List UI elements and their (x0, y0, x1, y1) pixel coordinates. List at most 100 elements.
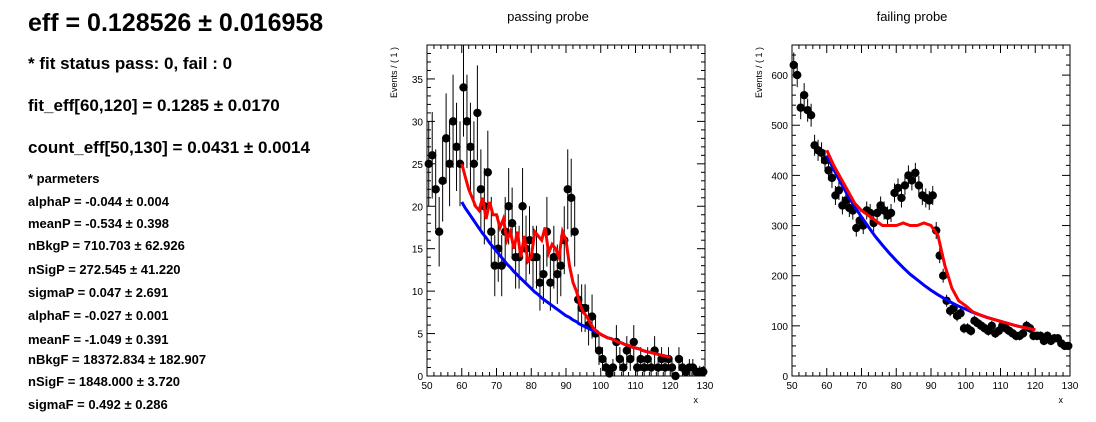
y-tick-label: 5 (417, 330, 423, 341)
data-point (928, 191, 937, 200)
x-tick-label: 60 (821, 381, 833, 392)
x-tick-label: 100 (957, 381, 974, 392)
x-tick-label: 60 (456, 381, 468, 392)
data-point (549, 252, 559, 262)
data-point (619, 363, 628, 372)
data-point (626, 354, 635, 364)
x-axis-label: x (1059, 395, 1064, 405)
data-point (667, 363, 677, 372)
x-tick-label: 100 (592, 381, 609, 392)
y-tick-label: 400 (771, 171, 788, 182)
data-point (490, 261, 499, 270)
data-point (570, 227, 579, 236)
y-tick-label: 100 (771, 322, 788, 333)
data-point (793, 70, 802, 80)
data-point (452, 142, 461, 152)
data-point (525, 236, 534, 245)
data-point (438, 176, 447, 185)
x-tick-label: 70 (491, 381, 503, 392)
x-tick-label: 70 (856, 381, 868, 392)
parameter-line: meanF = -1.049 ± 0.391 (28, 332, 169, 347)
data-point (448, 117, 458, 126)
y-axis-label: Events / ( 1 ) (754, 47, 764, 98)
parameter-line: alphaF = -0.027 ± 0.001 (28, 308, 169, 323)
parameter-line: sigmaF = 0.492 ± 0.286 (28, 397, 168, 412)
data-point (799, 90, 809, 100)
y-tick-label: 500 (771, 121, 788, 132)
data-point (507, 219, 517, 228)
x-tick-label: 110 (993, 381, 1009, 392)
x-tick-label: 90 (925, 381, 937, 392)
data-point (615, 354, 625, 364)
data-point (646, 363, 656, 372)
y-tick-label: 10 (412, 287, 424, 298)
data-point (428, 151, 437, 160)
data-point (639, 363, 649, 372)
x-tick-label: 110 (628, 381, 644, 392)
data-point (817, 148, 826, 158)
x-tick-label: 120 (662, 381, 679, 392)
efficiency-title: eff = 0.128526 ± 0.016958 (28, 9, 324, 37)
parameter-line: nSigF = 1848.000 ± 3.720 (28, 374, 181, 389)
data-point (539, 269, 548, 279)
data-point (497, 261, 506, 270)
data-point (466, 142, 475, 152)
y-tick-label: 25 (412, 160, 424, 171)
y-tick-label: 15 (412, 245, 424, 256)
data-point (441, 134, 451, 143)
plot-0: passing probe 50 60 70 80 90 100 110 120 130 x 0 5 10… (389, 9, 714, 405)
data-point (674, 354, 684, 364)
background-fit-curve (825, 154, 1036, 332)
data-point (911, 168, 920, 178)
data-point (567, 193, 576, 202)
data-point (633, 363, 642, 372)
data-point (636, 354, 645, 364)
data-point (462, 117, 472, 126)
parameter-line: nBkgF = 18372.834 ± 182.907 (28, 352, 207, 367)
data-point (598, 354, 607, 364)
plot-title: failing probe (877, 9, 948, 24)
y-axis-label: Events / ( 1 ) (389, 47, 399, 98)
data-point (504, 202, 513, 211)
data-point (987, 321, 997, 331)
data-point (532, 252, 541, 262)
data-point (900, 181, 910, 190)
parameter-line: meanP = -0.534 ± 0.398 (28, 216, 169, 231)
parameter-line: nBkgP = 710.703 ± 62.926 (28, 238, 185, 253)
data-point (956, 309, 965, 318)
data-point (518, 202, 527, 211)
data-point (476, 185, 486, 194)
fit-efficiency-line: fit_eff[60,120] = 0.1285 ± 0.0170 (28, 96, 280, 115)
parameter-line: sigmaP = 0.047 ± 2.691 (28, 285, 169, 300)
data-point (806, 111, 816, 120)
x-axis-label: x (694, 395, 699, 405)
data-point (629, 337, 638, 347)
data-point (789, 60, 798, 70)
data-point (907, 176, 917, 185)
data-point (824, 166, 833, 175)
fit-status-line: * fit status pass: 0, fail : 0 (28, 54, 233, 73)
parameter-line: nSigP = 272.545 ± 41.220 (28, 262, 181, 277)
x-tick-label: 90 (560, 381, 572, 392)
data-point (473, 108, 482, 118)
data-point (553, 269, 562, 279)
x-tick-label: 120 (1027, 381, 1044, 392)
data-point (852, 223, 861, 233)
count-efficiency-line: count_eff[50,130] = 0.0431 ± 0.0014 (28, 138, 310, 157)
x-tick-label: 130 (697, 381, 714, 392)
data-point (938, 271, 948, 280)
data-point (546, 278, 555, 287)
data-point (487, 227, 496, 236)
data-point (834, 186, 844, 195)
parameter-line: alphaP = -0.044 ± 0.004 (28, 194, 169, 209)
x-tick-label: 80 (526, 381, 538, 392)
data-point (483, 168, 493, 177)
data-point (594, 346, 604, 355)
data-point (897, 193, 906, 203)
data-point (643, 354, 652, 364)
data-point (893, 183, 903, 193)
y-tick-label: 200 (771, 272, 788, 283)
data-point (1064, 341, 1073, 351)
data-point (563, 185, 572, 194)
